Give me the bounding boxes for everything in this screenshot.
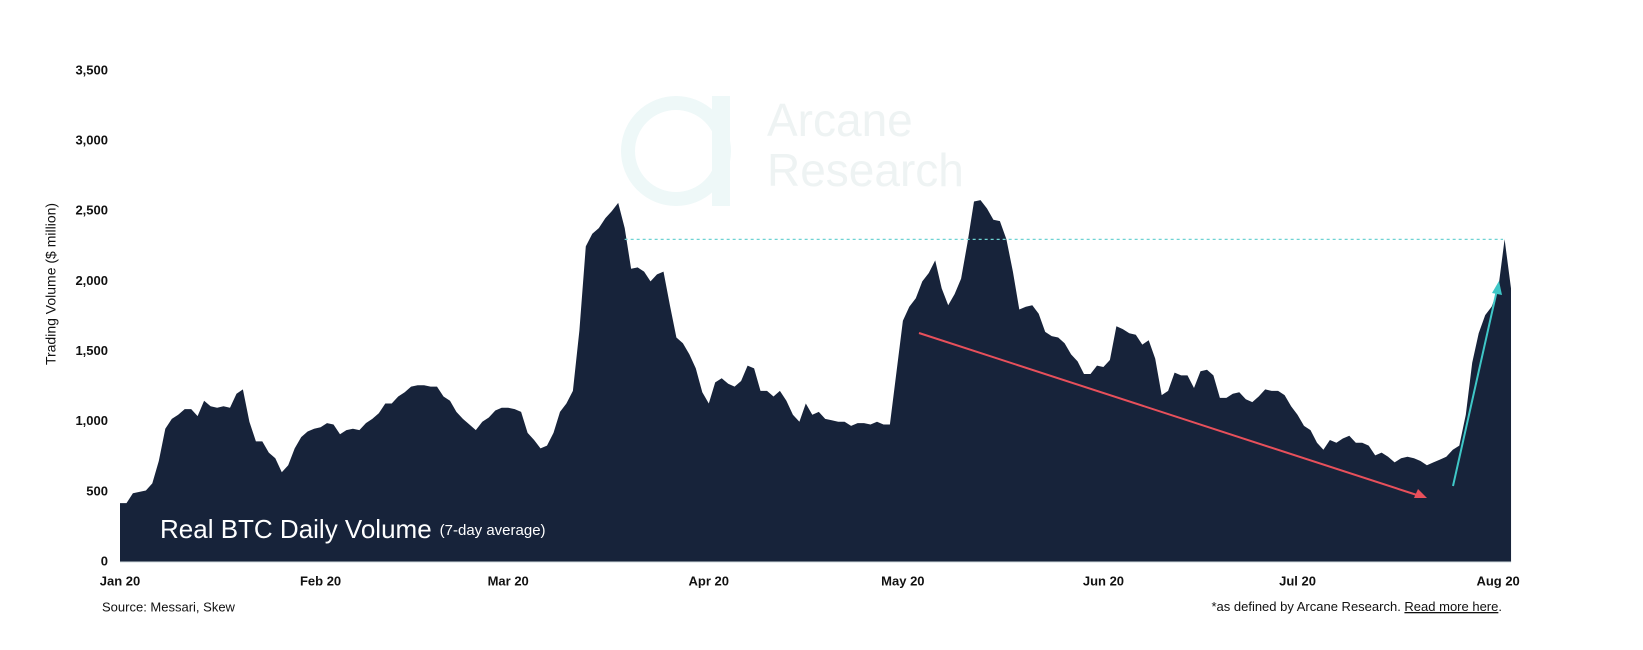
x-tick-label: Jun 20: [1083, 573, 1124, 588]
y-tick-label: 2,500: [75, 203, 108, 218]
y-tick-label: 3,000: [75, 133, 108, 148]
watermark-logo: [712, 96, 730, 206]
arrow-head: [1492, 281, 1502, 295]
y-tick-label: 500: [86, 483, 108, 498]
trend-arrow: [918, 332, 1421, 497]
plot: 0 500 1,000 1,500 2,000 2,500 3,000 3,500 Jan 20…: [75, 62, 1519, 588]
y-tick-label: 3,500: [75, 62, 108, 77]
x-tick-label: Jan 20: [100, 573, 140, 588]
footnote: *as defined by Arcane Research. Read mor…: [1211, 599, 1502, 614]
footnote-text: *as defined by Arcane Research.: [1211, 599, 1404, 614]
chart-subtitle: (7-day average): [440, 522, 546, 539]
x-tick-label: Feb 20: [300, 573, 341, 588]
watermark-text: Arcane: [767, 94, 913, 146]
chart-title: Real BTC Daily Volume: [160, 514, 432, 544]
footnote-end: .: [1498, 599, 1502, 614]
x-tick-label: Aug 20: [1476, 573, 1519, 588]
y-tick-label: 1,000: [75, 413, 108, 428]
y-tick-label: 1,500: [75, 343, 108, 358]
trend-arrow: [1452, 289, 1498, 487]
x-tick-label: Jul 20: [1279, 573, 1316, 588]
x-tick-label: May 20: [881, 573, 924, 588]
watermark-text: Research: [767, 144, 964, 196]
y-axis-label: Trading Volume ($ million): [43, 203, 59, 365]
watermark: Arcane Research: [621, 94, 964, 206]
source: Source: Messari, Skew: [102, 599, 236, 614]
x-tick-label: Apr 20: [689, 573, 729, 588]
arrow-head: [1414, 489, 1427, 498]
y-tick-label: 0: [101, 553, 108, 568]
area: [120, 200, 1512, 562]
chart-title-group: Real BTC Daily Volume (7-day average): [160, 514, 546, 544]
watermark-logo: [621, 96, 731, 206]
footnote-link[interactable]: Read more here: [1404, 599, 1498, 614]
y-tick-label: 2,000: [75, 273, 108, 288]
x-tick-label: Mar 20: [488, 573, 529, 588]
